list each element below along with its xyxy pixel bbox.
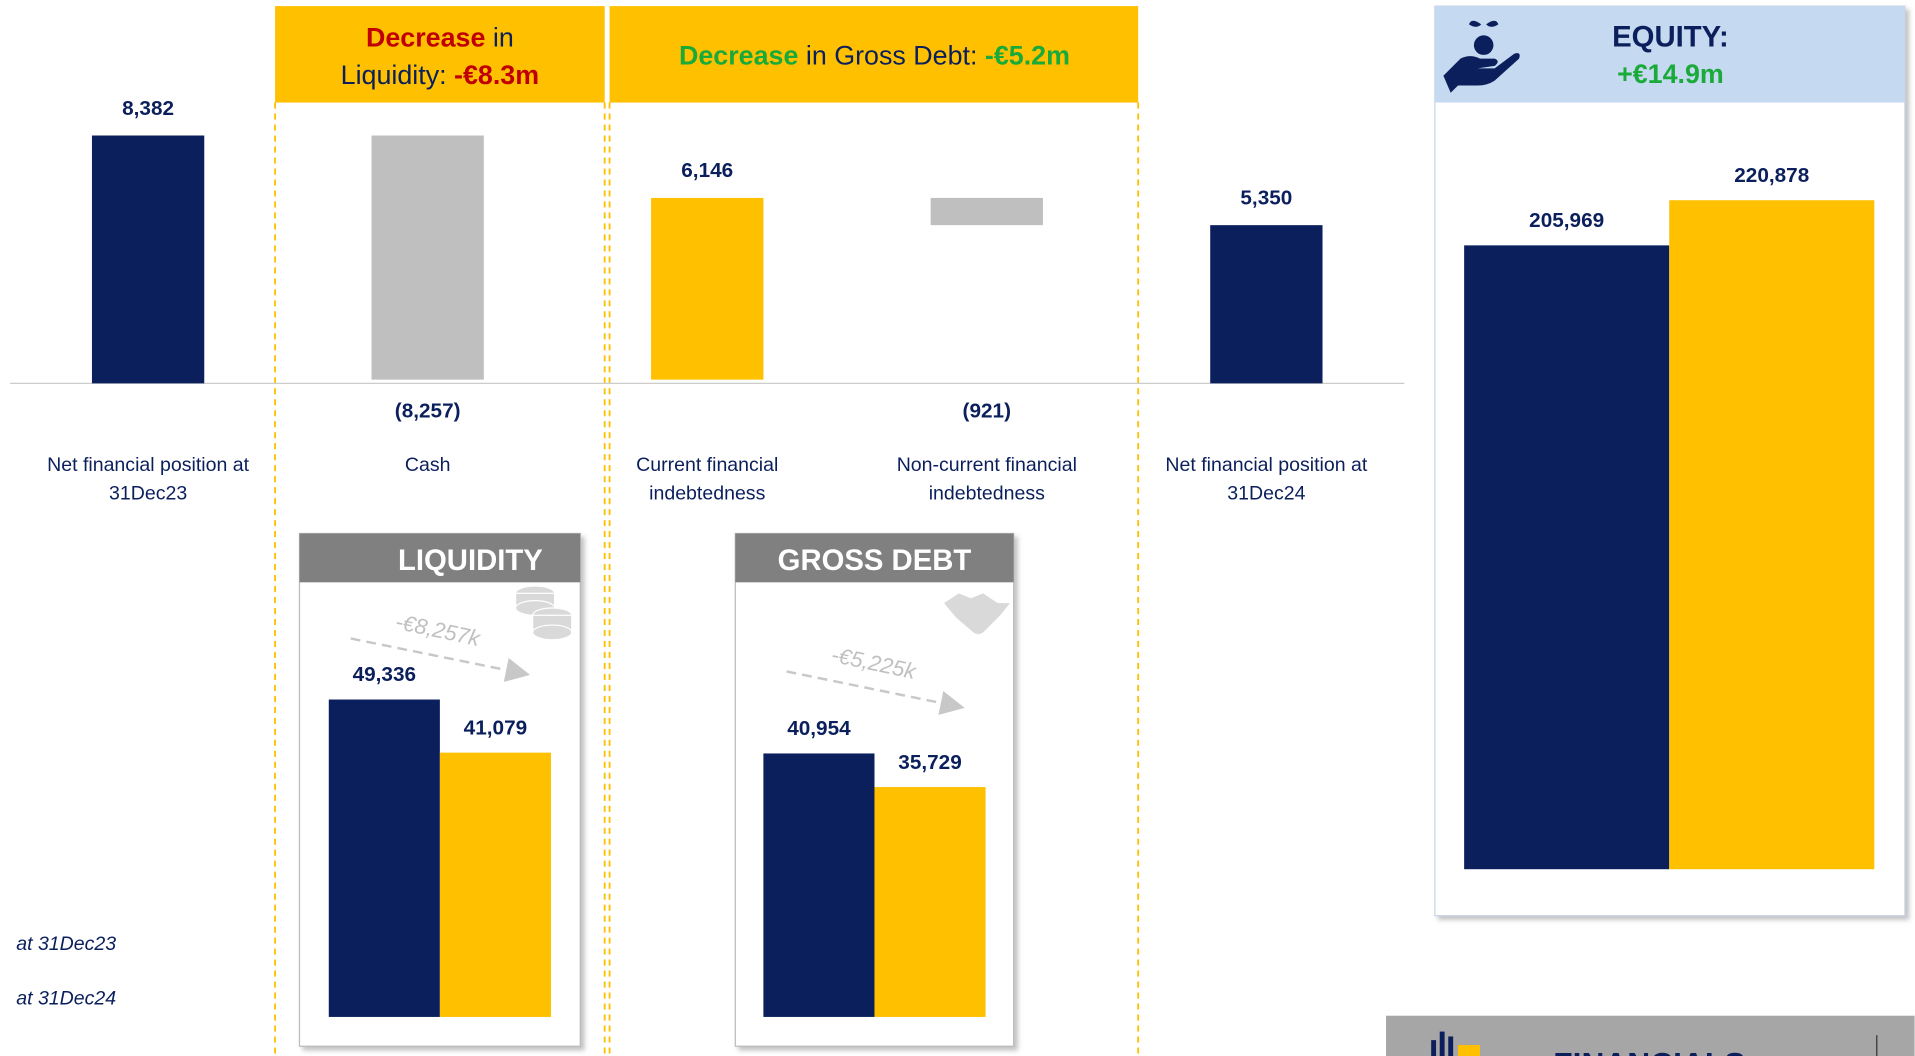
chart-title: LIQUIDITY [398, 544, 543, 577]
x-label-box: Net financial position at 31Dec23 [47, 455, 250, 505]
coins-icon [514, 585, 573, 641]
bar [930, 197, 1043, 226]
bar [1464, 245, 1670, 870]
value-label: 8,382 [122, 97, 174, 120]
trend-arrow [350, 637, 531, 682]
value-label: 35,729 [898, 751, 961, 774]
chart-subtitle: +€14.9m [1617, 59, 1724, 89]
value-label: (921) [963, 400, 1011, 423]
header-part: -€5.2m [985, 41, 1070, 71]
x-tick-label: Non-current financial indebtedness [896, 455, 1077, 505]
value-label: 205,969 [1529, 209, 1604, 232]
bar [439, 752, 551, 1017]
x-label-box: Non-current financial indebtedness [896, 455, 1077, 505]
bar [91, 135, 205, 384]
header-part: in [485, 22, 513, 52]
bar [763, 753, 875, 1017]
value-label: 5,350 [1240, 186, 1292, 209]
equity-header [1434, 6, 1905, 103]
header-box [275, 6, 605, 103]
trend-arrow [786, 670, 965, 715]
value-label: 41,079 [464, 716, 527, 739]
chart-title: EQUITY: [1612, 20, 1729, 53]
footer-icon [1431, 1031, 1454, 1056]
bar [371, 135, 484, 380]
bar [874, 787, 986, 1017]
x-label-box: Net financial position at 31Dec24 [1165, 455, 1368, 505]
value-label: 40,954 [787, 717, 851, 740]
header-part: -€8.3m [454, 60, 539, 90]
bar [651, 197, 764, 380]
header-text: Decrease in Gross Debt: -€5.2m [679, 41, 1070, 71]
equity-icon [1443, 20, 1520, 93]
x-tick-label: Cash [404, 455, 451, 477]
legend-label: at 31Dec24 [16, 988, 116, 1010]
chart-title: GROSS DEBT [778, 544, 972, 577]
value-label: (8,257) [395, 400, 461, 423]
value-label: 6,146 [681, 159, 733, 182]
footer-title: FINANCIALS [1553, 1045, 1745, 1056]
x-label-box: Current financial indebtedness [636, 455, 779, 505]
header-part: Decrease [679, 41, 798, 71]
legend-label: at 31Dec23 [16, 933, 116, 955]
x-tick-label: Net financial position at 31Dec24 [1165, 455, 1368, 505]
header-part: in Gross Debt: [798, 41, 984, 71]
bar [328, 699, 440, 1017]
footer-icon [1458, 1045, 1481, 1056]
header-part: Liquidity: [341, 60, 454, 90]
x-tick-label: Current financial indebtedness [636, 455, 779, 505]
gross-debt-header [735, 533, 1014, 583]
x-tick-label: Net financial position at 31Dec23 [47, 455, 250, 505]
header-text: Decrease in [366, 22, 514, 52]
dashed-separators [274, 102, 1140, 1056]
value-label: 220,878 [1734, 164, 1809, 187]
bar [1210, 225, 1323, 384]
header-part: Decrease [366, 22, 485, 52]
header-box [609, 6, 1139, 103]
handshake-icon [944, 593, 1010, 635]
bar [1669, 200, 1875, 870]
header-text: Liquidity: -€8.3m [341, 60, 539, 90]
value-label: 49,336 [353, 663, 416, 686]
liquidity-header [299, 533, 581, 583]
x-label-box: Cash [404, 455, 451, 477]
